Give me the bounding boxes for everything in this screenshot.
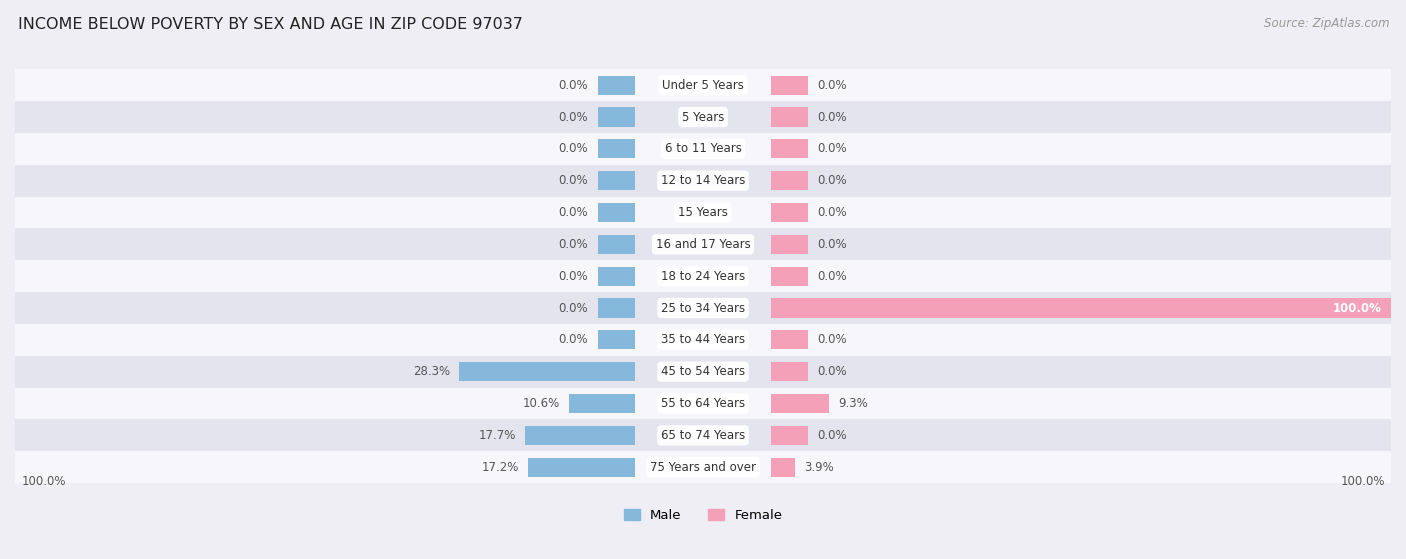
Text: 0.0%: 0.0%: [818, 269, 848, 283]
Text: 0.0%: 0.0%: [818, 365, 848, 378]
Bar: [770, 267, 808, 286]
Text: 25 to 34 Years: 25 to 34 Years: [661, 301, 745, 315]
Text: 0.0%: 0.0%: [558, 238, 588, 251]
Text: 0.0%: 0.0%: [818, 111, 848, 124]
Bar: [598, 330, 636, 349]
Bar: [15, 69, 1391, 101]
Text: 15 Years: 15 Years: [678, 206, 728, 219]
Text: 0.0%: 0.0%: [558, 333, 588, 347]
Bar: [15, 356, 1391, 387]
Text: 10.6%: 10.6%: [523, 397, 560, 410]
Text: 18 to 24 Years: 18 to 24 Years: [661, 269, 745, 283]
Bar: [15, 165, 1391, 197]
Bar: [770, 426, 808, 445]
Bar: [15, 451, 1391, 483]
Text: 0.0%: 0.0%: [818, 238, 848, 251]
Text: 3.9%: 3.9%: [804, 461, 834, 473]
Text: 100.0%: 100.0%: [1340, 475, 1385, 488]
Bar: [460, 362, 636, 381]
Bar: [15, 292, 1391, 324]
Text: 35 to 44 Years: 35 to 44 Years: [661, 333, 745, 347]
Bar: [770, 171, 808, 190]
Bar: [598, 171, 636, 190]
Bar: [15, 387, 1391, 419]
Text: 17.2%: 17.2%: [481, 461, 519, 473]
Text: 17.7%: 17.7%: [478, 429, 516, 442]
Bar: [598, 107, 636, 126]
Bar: [770, 203, 808, 222]
Text: 0.0%: 0.0%: [558, 143, 588, 155]
Bar: [598, 139, 636, 158]
Text: INCOME BELOW POVERTY BY SEX AND AGE IN ZIP CODE 97037: INCOME BELOW POVERTY BY SEX AND AGE IN Z…: [18, 17, 523, 32]
Bar: [598, 299, 636, 318]
Text: 0.0%: 0.0%: [818, 333, 848, 347]
Text: 65 to 74 Years: 65 to 74 Years: [661, 429, 745, 442]
Text: 0.0%: 0.0%: [818, 429, 848, 442]
Text: 28.3%: 28.3%: [413, 365, 450, 378]
Text: 0.0%: 0.0%: [558, 174, 588, 187]
Bar: [15, 260, 1391, 292]
Bar: [529, 458, 636, 477]
Bar: [598, 267, 636, 286]
Text: 0.0%: 0.0%: [818, 143, 848, 155]
Text: 0.0%: 0.0%: [818, 174, 848, 187]
Bar: [15, 229, 1391, 260]
Bar: [598, 235, 636, 254]
Text: 0.0%: 0.0%: [558, 206, 588, 219]
Bar: [770, 330, 808, 349]
Bar: [15, 324, 1391, 356]
Text: 0.0%: 0.0%: [558, 269, 588, 283]
Text: Under 5 Years: Under 5 Years: [662, 79, 744, 92]
Bar: [770, 107, 808, 126]
Text: 0.0%: 0.0%: [558, 301, 588, 315]
Bar: [770, 235, 808, 254]
Text: 0.0%: 0.0%: [818, 206, 848, 219]
Bar: [15, 419, 1391, 451]
Bar: [15, 133, 1391, 165]
Text: 55 to 64 Years: 55 to 64 Years: [661, 397, 745, 410]
Legend: Male, Female: Male, Female: [624, 509, 782, 522]
Text: 75 Years and over: 75 Years and over: [650, 461, 756, 473]
Bar: [569, 394, 636, 413]
Text: 12 to 14 Years: 12 to 14 Years: [661, 174, 745, 187]
Bar: [770, 299, 1391, 318]
Text: 0.0%: 0.0%: [558, 111, 588, 124]
Bar: [598, 203, 636, 222]
Text: 100.0%: 100.0%: [1333, 301, 1382, 315]
Text: 5 Years: 5 Years: [682, 111, 724, 124]
Bar: [15, 197, 1391, 229]
Text: 0.0%: 0.0%: [558, 79, 588, 92]
Bar: [15, 101, 1391, 133]
Text: Source: ZipAtlas.com: Source: ZipAtlas.com: [1264, 17, 1389, 30]
Bar: [770, 139, 808, 158]
Text: 100.0%: 100.0%: [21, 475, 66, 488]
Text: 9.3%: 9.3%: [838, 397, 868, 410]
Text: 0.0%: 0.0%: [818, 79, 848, 92]
Bar: [770, 362, 808, 381]
Text: 45 to 54 Years: 45 to 54 Years: [661, 365, 745, 378]
Bar: [524, 426, 636, 445]
Bar: [770, 458, 796, 477]
Text: 6 to 11 Years: 6 to 11 Years: [665, 143, 741, 155]
Bar: [598, 75, 636, 94]
Bar: [770, 394, 828, 413]
Bar: [770, 75, 808, 94]
Text: 16 and 17 Years: 16 and 17 Years: [655, 238, 751, 251]
